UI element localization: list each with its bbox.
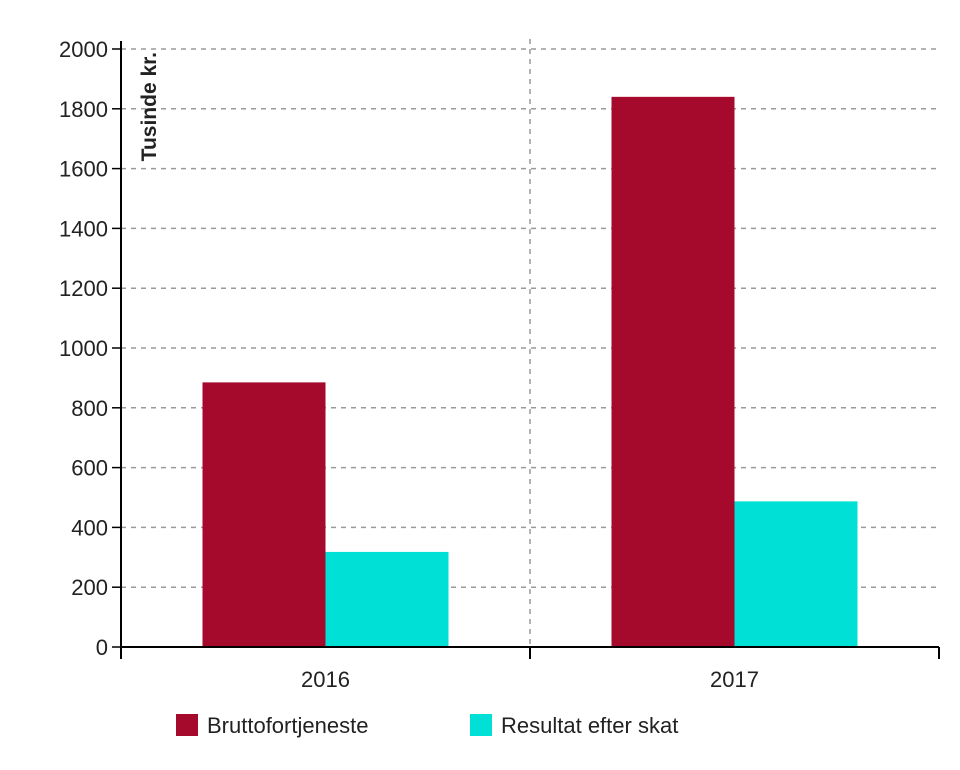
y-tick-label: 1600 [59,157,108,182]
bar-resultat-efter-skat-2017 [734,501,858,647]
bar-bruttofortjeneste-2016 [202,382,326,647]
bar-resultat-efter-skat-2016 [325,551,449,647]
y-tick-label: 1200 [59,276,108,301]
x-tick-label: 2016 [301,667,350,692]
y-tick-label: 0 [96,635,108,660]
y-tick-label: 1000 [59,336,108,361]
x-tick-label: 2017 [710,667,759,692]
axes: 0 200 400 600 800 1000 1200 1400 1600 1800 2000 201… [59,37,940,692]
bars [202,96,858,648]
y-tick-label: 2000 [59,37,108,62]
legend-item-resultat-efter-skat[interactable]: Resultat efter skat [470,713,678,738]
y-tick-label: 400 [71,515,108,540]
legend-swatch [470,714,492,736]
y-tick-label: 200 [71,575,108,600]
legend-label: Bruttofortjeneste [207,713,368,738]
legend-label: Resultat efter skat [501,713,678,738]
legend: Bruttofortjeneste Resultat efter skat [176,713,678,738]
legend-item-bruttofortjeneste[interactable]: Bruttofortjeneste [176,713,368,738]
y-tick-label: 800 [71,396,108,421]
y-tick-label: 1800 [59,97,108,122]
legend-swatch [176,714,198,736]
y-tick-label: 600 [71,456,108,481]
bar-bruttofortjeneste-2017 [611,96,735,648]
y-axis-label: Tusinde kr. [138,52,161,161]
y-tick-label: 1400 [59,216,108,241]
